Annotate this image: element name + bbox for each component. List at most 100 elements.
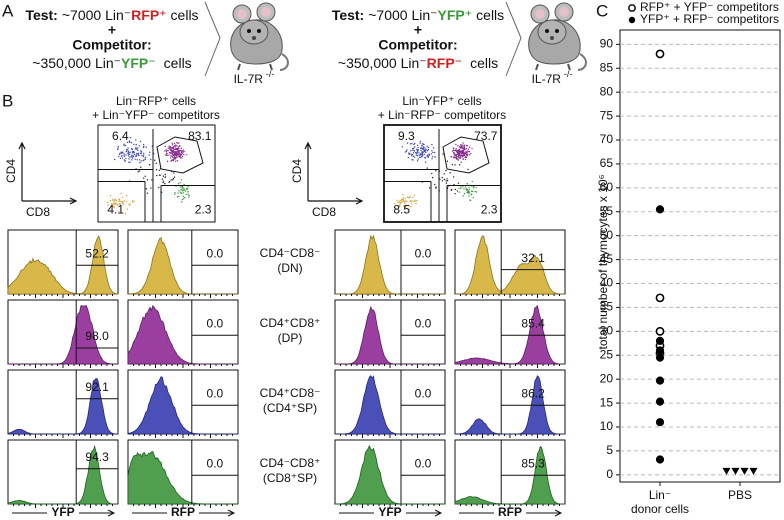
event-dot: [133, 143, 135, 146]
event-dot: [170, 149, 172, 152]
event-dot: [402, 200, 404, 202]
dot-plot: 9.3 73.7 8.5 2.3 CD4 CD8: [290, 124, 502, 223]
event-dot: [439, 178, 441, 180]
event-dot: [179, 182, 181, 184]
event-dot: [416, 154, 419, 157]
histogram-curve: [127, 236, 238, 295]
event-dot: [165, 149, 167, 151]
event-dot: [418, 152, 420, 154]
event-dot: [162, 175, 165, 177]
y-tick-label: 80: [600, 84, 614, 98]
event-dot: [172, 178, 175, 180]
event-dot: [121, 151, 124, 153]
population-label: (DP): [278, 331, 303, 345]
event-dot: [421, 151, 423, 153]
event-dot: [184, 190, 187, 192]
event-dot: [131, 151, 134, 153]
event-dot: [460, 145, 463, 148]
event-dot: [399, 203, 402, 205]
event-dot: [125, 149, 128, 151]
histogram-curve: [454, 304, 565, 365]
event-dot: [431, 155, 434, 158]
event-dot: [445, 182, 448, 184]
event-dot: [162, 181, 164, 184]
population-label: (CD8⁺SP): [263, 471, 317, 485]
event-dot: [183, 183, 185, 186]
histogram: 0.0: [127, 369, 239, 438]
y-tick-label: 5: [606, 443, 613, 457]
event-dot: [166, 160, 169, 163]
event-dot: [423, 149, 425, 151]
event-dot: [466, 150, 469, 152]
text: Test:: [332, 7, 364, 23]
event-dot: [129, 156, 131, 158]
event-dot: [451, 163, 454, 166]
event-dot: [127, 152, 129, 155]
data-point: [655, 346, 665, 355]
text: ~350,000 Lin⁻: [338, 55, 427, 71]
event-dot: [121, 200, 124, 203]
event-dot: [117, 147, 119, 149]
event-dot: [422, 143, 424, 145]
event-dot: [462, 158, 464, 160]
plot-title: + Lin⁻YFP⁻ competitors: [92, 108, 220, 122]
event-dot: [468, 188, 471, 190]
y-tick-label: 70: [600, 132, 614, 146]
event-dot: [411, 196, 414, 199]
gate-percentage: 92.1: [85, 380, 109, 394]
event-dot: [467, 192, 469, 194]
axis-label: CD8: [26, 205, 50, 219]
event-dot: [181, 157, 183, 159]
event-dot: [455, 149, 457, 151]
text: YFP⁻: [121, 55, 156, 71]
event-dot: [411, 158, 413, 161]
event-dot: [467, 168, 469, 171]
population-label: (DN): [277, 261, 302, 275]
event-dot: [469, 199, 471, 201]
event-dot: [129, 204, 131, 206]
event-dot: [125, 150, 128, 153]
event-dot: [453, 183, 455, 186]
event-dot: [137, 147, 139, 149]
event-dot: [408, 205, 410, 207]
event-dot: [406, 200, 408, 203]
event-dot: [460, 152, 463, 155]
data-point: [655, 326, 665, 336]
event-dot: [397, 201, 399, 203]
event-dot: [174, 192, 176, 194]
event-dot: [421, 144, 423, 146]
event-dot: [420, 149, 422, 152]
event-dot: [413, 143, 415, 146]
event-dot: [416, 152, 418, 155]
event-dot: [171, 155, 173, 158]
y-tick-label: 85: [600, 60, 614, 74]
event-dot: [130, 156, 133, 158]
event-dot: [453, 152, 455, 154]
event-dot: [442, 153, 444, 155]
event-dot: [156, 174, 158, 177]
event-dot: [170, 160, 172, 162]
gate-percentage: 0.0: [415, 386, 432, 400]
event-dot: [394, 203, 396, 205]
event-dot: [137, 152, 140, 155]
event-dot: [409, 200, 411, 203]
event-dot: [127, 155, 130, 157]
x-tick-label: donor cells: [631, 502, 689, 516]
axis-label: YFP: [51, 505, 74, 519]
gate-percentage: 9.3: [398, 129, 415, 143]
gate-percentage: 0.0: [207, 386, 224, 400]
event-dot: [150, 187, 152, 189]
event-dot: [142, 177, 145, 179]
event-dot: [168, 145, 170, 147]
event-dot: [170, 148, 173, 150]
event-dot: [400, 199, 402, 202]
event-dot: [170, 179, 172, 181]
text: -/-: [266, 69, 275, 79]
event-dot: [405, 200, 407, 202]
event-dot: [177, 149, 180, 152]
plus: +: [414, 22, 422, 38]
event-dot: [180, 201, 183, 203]
event-dot: [170, 155, 172, 157]
event-dot: [431, 143, 433, 146]
event-dot: [409, 195, 411, 198]
